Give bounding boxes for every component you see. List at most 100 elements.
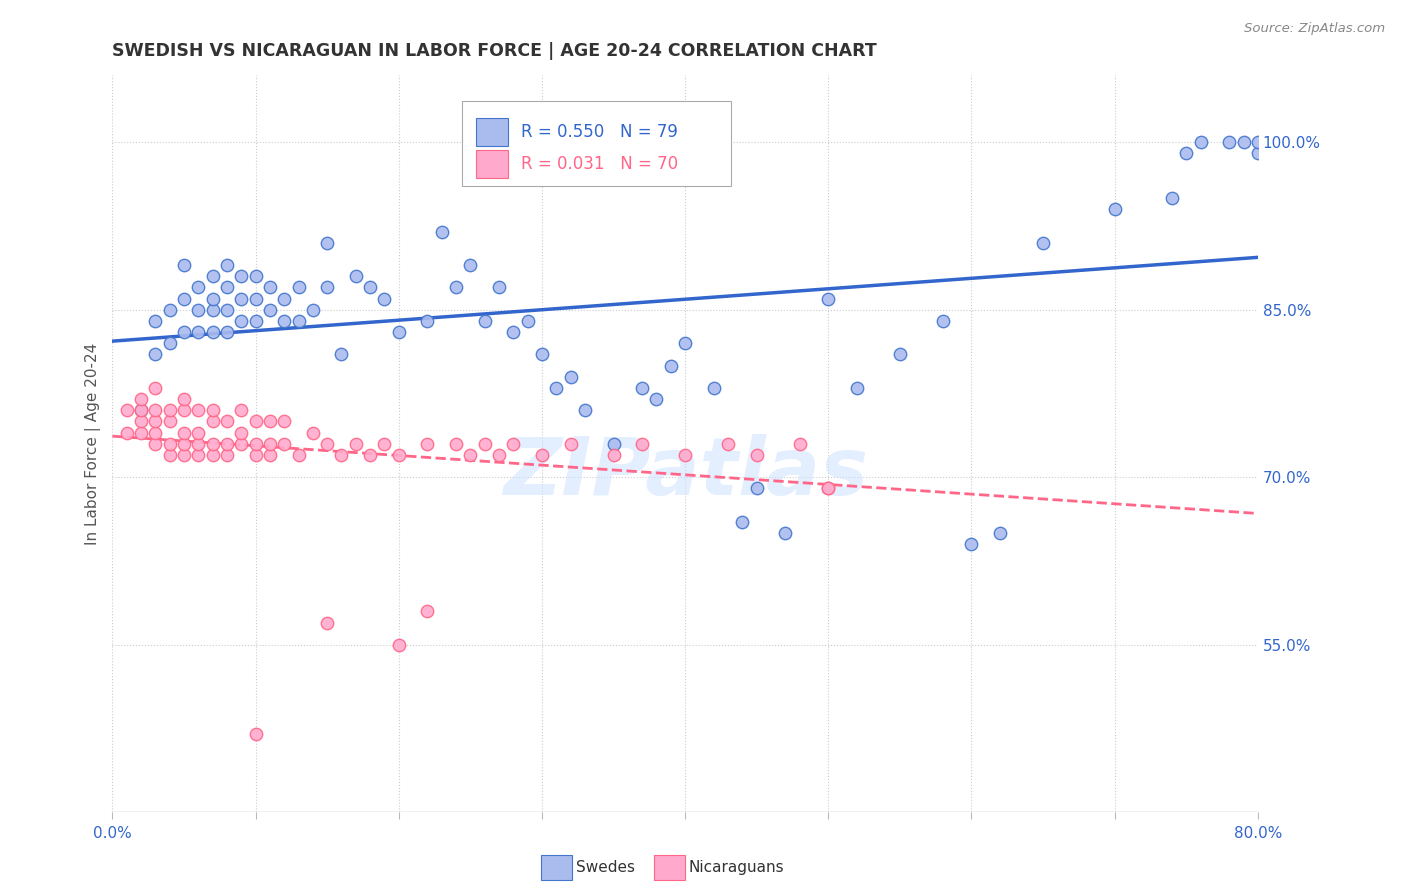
Point (173, 258, 195, 272)
Point (187, 403, 209, 417)
Point (173, 325, 195, 339)
Point (273, 292, 295, 306)
Point (845, 381, 868, 395)
Point (273, 437, 295, 451)
Point (245, 437, 267, 451)
Point (201, 302, 224, 317)
Point (215, 280, 238, 294)
Point (259, 280, 281, 294)
FancyBboxPatch shape (461, 101, 731, 186)
Point (173, 392, 195, 406)
Point (602, 448, 624, 462)
Point (259, 415, 281, 429)
Point (187, 325, 209, 339)
Point (444, 437, 467, 451)
Point (173, 292, 195, 306)
Point (516, 314, 538, 328)
Point (444, 280, 467, 294)
Point (416, 314, 439, 328)
Point (817, 482, 839, 496)
Point (530, 448, 553, 462)
Point (231, 314, 253, 328)
Bar (475, 118, 508, 146)
Point (344, 437, 367, 451)
Point (932, 314, 955, 328)
Point (373, 292, 395, 306)
Point (373, 437, 395, 451)
Point (789, 437, 811, 451)
Text: SWEDISH VS NICARAGUAN IN LABOR FORCE | AGE 20-24 CORRELATION CHART: SWEDISH VS NICARAGUAN IN LABOR FORCE | A… (112, 42, 877, 60)
Point (201, 292, 224, 306)
Point (1161, 191, 1184, 205)
Point (1247, 135, 1270, 149)
Point (201, 437, 224, 451)
Point (703, 381, 725, 395)
Point (145, 403, 167, 417)
Text: Source: ZipAtlas.com: Source: ZipAtlas.com (1244, 22, 1385, 36)
Point (231, 403, 253, 417)
Point (1232, 135, 1254, 149)
Point (359, 280, 381, 294)
Point (659, 359, 682, 373)
Point (460, 258, 482, 272)
Point (359, 448, 381, 462)
Point (344, 269, 367, 284)
Y-axis label: In Labor Force | Age 20-24: In Labor Force | Age 20-24 (86, 343, 101, 545)
Point (502, 325, 524, 339)
Point (115, 403, 138, 417)
Point (1333, 135, 1355, 149)
Point (159, 415, 181, 429)
Point (245, 415, 267, 429)
Point (215, 325, 238, 339)
Point (1218, 135, 1240, 149)
Point (129, 403, 152, 417)
Point (245, 269, 267, 284)
Point (302, 302, 325, 317)
Point (159, 302, 181, 317)
Bar (475, 150, 508, 178)
Text: ZIPatlas: ZIPatlas (502, 434, 868, 512)
Point (129, 392, 152, 406)
Point (245, 448, 267, 462)
Point (201, 415, 224, 429)
Point (574, 403, 596, 417)
Point (602, 437, 624, 451)
Point (388, 325, 411, 339)
Point (1189, 135, 1212, 149)
Point (673, 448, 696, 462)
Point (960, 537, 983, 551)
Point (215, 437, 238, 451)
Point (330, 448, 353, 462)
Point (287, 314, 309, 328)
Point (817, 292, 839, 306)
Point (245, 314, 267, 328)
Point (1032, 235, 1054, 250)
Point (145, 314, 167, 328)
Point (430, 225, 453, 239)
Point (187, 302, 209, 317)
Point (416, 437, 439, 451)
Point (1275, 157, 1298, 171)
Point (673, 336, 696, 351)
Point (1247, 146, 1270, 161)
Point (215, 448, 238, 462)
Text: Swedes: Swedes (576, 860, 636, 874)
Point (115, 425, 138, 440)
Point (416, 604, 439, 618)
Point (745, 448, 768, 462)
Point (988, 526, 1011, 541)
Point (159, 403, 181, 417)
Point (530, 347, 553, 361)
Point (159, 448, 181, 462)
Point (775, 526, 797, 541)
Point (817, 482, 839, 496)
Point (201, 269, 224, 284)
Point (388, 448, 411, 462)
Point (201, 403, 224, 417)
Point (273, 314, 295, 328)
Point (215, 302, 238, 317)
Point (145, 347, 167, 361)
Point (316, 235, 339, 250)
Point (259, 437, 281, 451)
Point (717, 437, 740, 451)
